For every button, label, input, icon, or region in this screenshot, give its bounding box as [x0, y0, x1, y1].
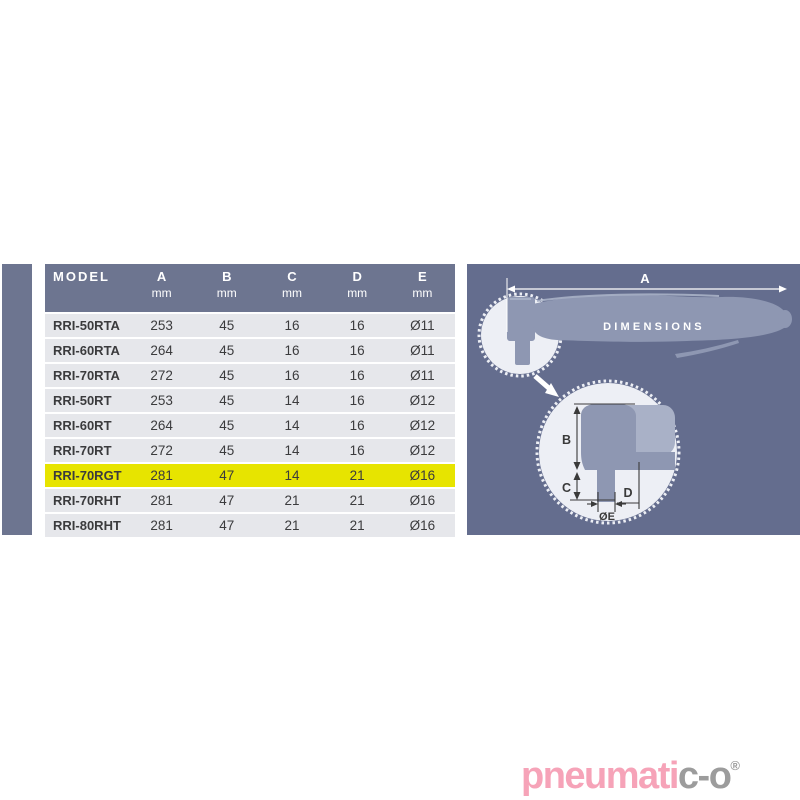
- dim-a-label: A: [640, 271, 650, 286]
- value-cell-b: 47: [219, 468, 235, 483]
- tool-bevel-highlight: [536, 293, 720, 302]
- value-cell-e: Ø12: [409, 418, 436, 433]
- value-cell-c: 16: [284, 343, 300, 358]
- value-cell-d: 16: [349, 368, 365, 383]
- dim-c-label: C: [562, 481, 571, 495]
- dimension-a: A: [506, 271, 787, 332]
- table-row: RRI-70RTA 272 45 16 16 Ø11: [45, 364, 455, 387]
- logo-text-gray: c-o: [677, 755, 732, 797]
- value-cell-a: 264: [150, 418, 173, 433]
- value-cell-e: Ø12: [409, 443, 436, 458]
- value-cell-a: 253: [150, 393, 173, 408]
- table-row: RRI-70RT 272 45 14 16 Ø12: [45, 439, 455, 462]
- value-cell-e: Ø16: [409, 493, 436, 508]
- value-cell-a: 264: [150, 343, 173, 358]
- model-cell: RRI-70RGT: [53, 468, 122, 483]
- value-cell-c: 16: [284, 318, 300, 333]
- value-cell-e: Ø16: [409, 468, 436, 483]
- logo-text-pink: pneumati: [521, 755, 679, 797]
- value-cell-e: Ø12: [409, 393, 436, 408]
- model-cell: RRI-60RT: [53, 418, 112, 433]
- table-body: RRI-50RTA 253 45 16 16 Ø11 RRI-60RTA 264…: [45, 314, 455, 537]
- value-cell-a: 272: [150, 443, 173, 458]
- value-cell-b: 45: [219, 443, 235, 458]
- value-cell-b: 47: [219, 518, 235, 533]
- value-cell-e: Ø11: [410, 368, 435, 383]
- enlarged-head: [581, 404, 675, 502]
- value-cell-b: 45: [219, 418, 235, 433]
- value-cell-c: 16: [284, 368, 300, 383]
- tool-dimensions-diagram: A DIMENSIONS B C: [477, 271, 792, 525]
- pneumatico-logo: pneumatic-o®: [521, 757, 740, 795]
- table-header-row: MODEL A mm B mm C mm D mm E mm: [45, 264, 455, 312]
- model-cell: RRI-70RTA: [53, 368, 120, 383]
- column-header-b: B mm: [216, 269, 237, 300]
- value-cell-c: 21: [284, 518, 300, 533]
- column-header-model: MODEL: [53, 269, 110, 284]
- value-cell-b: 47: [219, 493, 235, 508]
- table-row: RRI-60RT 264 45 14 16 Ø12: [45, 414, 455, 437]
- table-row: RRI-60RTA 264 45 16 16 Ø11: [45, 339, 455, 362]
- model-cell: RRI-70RHT: [53, 493, 121, 508]
- value-cell-b: 45: [219, 343, 235, 358]
- column-header-c: C mm: [281, 269, 302, 300]
- column-header-a: A mm: [151, 269, 172, 300]
- value-cell-d: 16: [349, 393, 365, 408]
- table-row: RRI-70RHT 281 47 21 21 Ø16: [45, 489, 455, 512]
- table-row: RRI-50RTA 253 45 16 16 Ø11: [45, 314, 455, 337]
- value-cell-b: 45: [219, 393, 235, 408]
- value-cell-c: 14: [284, 443, 300, 458]
- value-cell-c: 14: [284, 468, 300, 483]
- value-cell-c: 14: [284, 393, 300, 408]
- zoom-connector-arrow: [533, 374, 559, 397]
- value-cell-d: 21: [349, 518, 365, 533]
- value-cell-d: 21: [349, 493, 365, 508]
- table-row: RRI-50RT 253 45 14 16 Ø12: [45, 389, 455, 412]
- value-cell-d: 16: [349, 318, 365, 333]
- value-cell-a: 281: [150, 468, 173, 483]
- value-cell-a: 281: [150, 518, 173, 533]
- model-cell: RRI-50RTA: [53, 318, 120, 333]
- wymiary-label: WYMIARY: [9, 532, 24, 616]
- registered-trademark-icon: ®: [730, 758, 740, 773]
- value-cell-d: 21: [349, 468, 365, 483]
- table-row: RRI-80RHT 281 47 21 21 Ø16: [45, 514, 455, 537]
- diagram-title: DIMENSIONS: [603, 321, 705, 333]
- model-cell: RRI-60RTA: [53, 343, 120, 358]
- value-cell-b: 45: [219, 318, 235, 333]
- value-cell-d: 16: [349, 443, 365, 458]
- model-cell: RRI-70RT: [53, 443, 112, 458]
- wymiary-sidebar-tab: WYMIARY: [2, 264, 32, 616]
- dim-e-label: ØE: [599, 511, 615, 523]
- dimensions-panel: A DIMENSIONS B C: [467, 264, 800, 535]
- tool-silhouette: [507, 293, 792, 365]
- model-cell: RRI-50RT: [53, 393, 112, 408]
- value-cell-a: 281: [150, 493, 173, 508]
- value-cell-c: 14: [284, 418, 300, 433]
- value-cell-a: 272: [150, 368, 173, 383]
- dim-d-label: D: [623, 486, 632, 500]
- dimensions-table: MODEL A mm B mm C mm D mm E mm RRI-50RTA…: [45, 264, 455, 537]
- value-cell-d: 16: [349, 418, 365, 433]
- value-cell-a: 253: [150, 318, 173, 333]
- dim-b-label: B: [562, 433, 571, 447]
- model-cell: RRI-80RHT: [53, 518, 121, 533]
- detail-dimensions: B C D ØE: [562, 403, 640, 523]
- column-header-d: D mm: [347, 269, 368, 300]
- value-cell-b: 45: [219, 368, 235, 383]
- column-header-e: E mm: [412, 269, 433, 300]
- value-cell-e: Ø11: [410, 318, 435, 333]
- value-cell-c: 21: [284, 493, 300, 508]
- value-cell-e: Ø16: [409, 518, 436, 533]
- table-row-highlighted: RRI-70RGT 281 47 14 21 Ø16: [45, 464, 455, 487]
- value-cell-e: Ø11: [410, 343, 435, 358]
- value-cell-d: 16: [349, 343, 365, 358]
